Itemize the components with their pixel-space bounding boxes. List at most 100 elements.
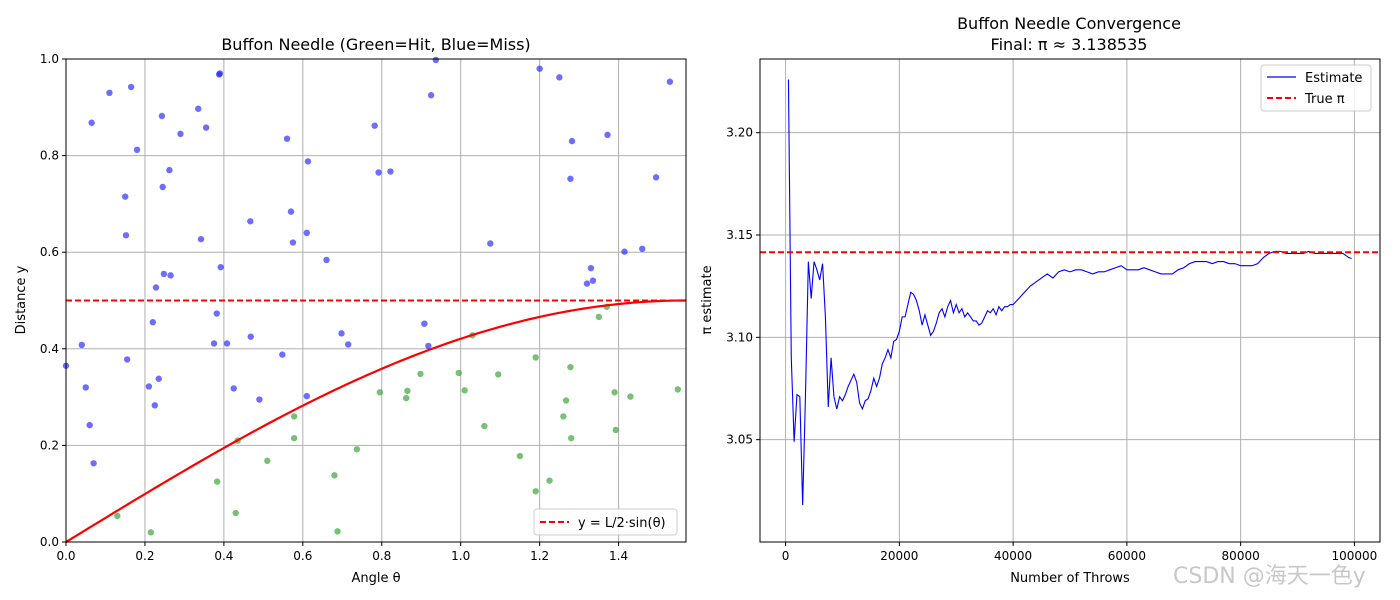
scatter-y-tick-label: 1.0 xyxy=(40,52,59,66)
scatter-point-miss xyxy=(177,130,184,138)
scatter-x-tick-label: 0.4 xyxy=(214,549,233,563)
scatter-point-miss xyxy=(371,122,378,129)
scatter-point-miss xyxy=(621,248,628,255)
scatter-point-miss xyxy=(303,392,310,400)
convergence-x-tick-label: 60000 xyxy=(1108,549,1146,563)
scatter-point-hit xyxy=(562,397,570,404)
scatter-point-hit xyxy=(627,393,634,400)
scatter-point-miss xyxy=(155,375,162,382)
scatter-y-axis-label: Distance y xyxy=(14,265,29,334)
scatter-point-miss xyxy=(375,169,382,176)
scatter-point-miss xyxy=(567,175,574,182)
scatter-x-tick-label: 0.0 xyxy=(56,549,75,563)
convergence-x-tick-label: 0 xyxy=(782,549,790,563)
convergence-x-tick-label: 80000 xyxy=(1222,549,1260,563)
scatter-point-miss xyxy=(652,174,660,181)
scatter-point-hit xyxy=(595,313,603,321)
scatter-point-miss xyxy=(86,421,93,429)
scatter-point-miss xyxy=(287,208,295,215)
scatter-point-miss xyxy=(256,396,263,403)
convergence-grid xyxy=(760,59,1380,542)
scatter-x-tick-label: 0.6 xyxy=(293,549,312,563)
scatter-y-tick-label: 0.2 xyxy=(40,438,59,452)
scatter-point-miss xyxy=(217,263,224,271)
scatter-point-hit xyxy=(560,413,567,420)
convergence-axes-frame xyxy=(759,58,1381,543)
scatter-legend: y = L/2·sin(θ) xyxy=(533,508,678,536)
scatter-point-miss xyxy=(589,277,597,284)
scatter-point-miss xyxy=(158,112,166,120)
scatter-point-miss xyxy=(421,320,428,327)
scatter-point-miss xyxy=(88,119,95,126)
scatter-point-miss xyxy=(78,341,85,349)
scatter-point-hit xyxy=(612,426,620,434)
convergence-estimate-line xyxy=(787,79,1352,506)
scatter-point-miss xyxy=(152,284,160,291)
scatter-legend-box xyxy=(533,508,678,536)
scatter-point-miss xyxy=(122,232,130,239)
convergence-y-tick-label: 3.05 xyxy=(726,433,753,447)
scatter-point-miss xyxy=(197,235,205,243)
scatter-point-hit xyxy=(404,387,411,395)
convergence-y-tick-label: 3.10 xyxy=(726,330,753,344)
convergence-ticks: 0 20000 40000 60000 80000 100000 3.05 3.10 3.15 3… xyxy=(726,126,1377,563)
scatter-point-miss xyxy=(487,240,494,247)
scatter-legend-label: y = L/2·sin(θ) xyxy=(578,516,666,531)
convergence-y-tick-label: 3.15 xyxy=(726,228,753,242)
scatter-y-tick-label: 0.0 xyxy=(40,535,59,549)
scatter-point-miss xyxy=(666,78,674,85)
scatter-point-hit xyxy=(403,394,410,402)
scatter-point-miss xyxy=(133,146,141,154)
scatter-point-hit xyxy=(532,354,539,361)
scatter-point-hit xyxy=(516,452,524,460)
watermark-text: CSDN @海天一色y xyxy=(1173,564,1366,589)
scatter-point-hit xyxy=(147,529,155,536)
scatter-point-miss xyxy=(145,383,153,390)
convergence-plot-area xyxy=(760,79,1380,506)
scatter-point-miss xyxy=(279,351,286,358)
convergence-chart: Buffon Needle Convergence Final: π ≈ 3.1… xyxy=(700,14,1381,586)
scatter-point-miss xyxy=(323,256,330,264)
scatter-point-hit xyxy=(495,371,502,378)
scatter-point-hit xyxy=(567,363,574,371)
scatter-title: Buffon Needle (Green=Hit, Blue=Miss) xyxy=(221,35,530,54)
scatter-point-miss xyxy=(90,460,97,467)
scatter-point-hit xyxy=(353,446,361,453)
scatter-point-miss xyxy=(345,341,352,348)
scatter-point-miss xyxy=(230,385,237,392)
scatter-x-tick-label: 1.4 xyxy=(609,549,628,563)
scatter-point-hit xyxy=(481,422,488,430)
scatter-point-miss xyxy=(283,135,291,142)
convergence-title: Buffon Needle Convergence xyxy=(957,14,1181,33)
scatter-x-tick-label: 0.2 xyxy=(135,549,154,563)
scatter-point-miss xyxy=(425,342,432,350)
convergence-x-axis-label: Number of Throws xyxy=(1010,571,1130,586)
scatter-point-miss xyxy=(216,70,224,77)
scatter-point-hit xyxy=(114,512,121,520)
scatter-point-miss xyxy=(210,340,218,347)
scatter-point-miss xyxy=(427,92,435,99)
convergence-x-tick-label: 100000 xyxy=(1331,549,1377,563)
scatter-axes-frame xyxy=(65,58,687,543)
scatter-sine-curve xyxy=(65,299,687,543)
scatter-point-miss xyxy=(536,65,543,72)
scatter-point-hit xyxy=(674,386,681,393)
scatter-point-miss xyxy=(213,310,220,317)
scatter-point-miss xyxy=(223,340,231,347)
scatter-x-tick-label: 1.2 xyxy=(530,549,549,563)
scatter-point-miss xyxy=(106,89,113,97)
scatter-point-miss xyxy=(247,218,254,225)
scatter-point-miss xyxy=(123,356,131,363)
convergence-subtitle: Final: π ≈ 3.138535 xyxy=(991,35,1148,54)
scatter-point-hit xyxy=(290,413,298,420)
scatter-y-tick-label: 0.6 xyxy=(40,245,59,259)
scatter-point-miss xyxy=(303,229,310,237)
convergence-y-tick-label: 3.20 xyxy=(726,126,753,140)
scatter-point-hit xyxy=(532,488,539,495)
scatter-point-hit xyxy=(546,477,553,484)
convergence-y-axis-label: π estimate xyxy=(700,265,715,334)
scatter-point-miss xyxy=(82,384,89,391)
scatter-x-axis-label: Angle θ xyxy=(351,571,400,586)
scatter-point-miss xyxy=(195,105,202,112)
scatter-point-miss xyxy=(159,183,166,191)
